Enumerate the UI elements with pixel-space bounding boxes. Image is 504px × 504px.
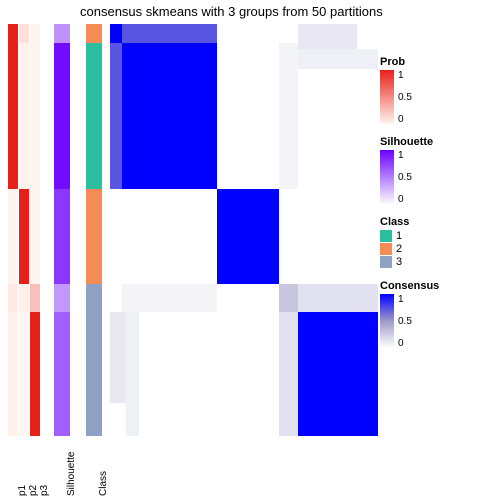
- strip-p3: [30, 24, 40, 436]
- label-p1: p1: [17, 485, 28, 496]
- legend-prob: Prob10.50: [380, 56, 500, 124]
- label-silhouette: Silhouette: [66, 452, 77, 496]
- label-p2: p2: [28, 485, 39, 496]
- strip-p1: [8, 24, 18, 436]
- legend-consensus: Consensus10.50: [380, 280, 500, 348]
- page-title: consensus skmeans with 3 groups from 50 …: [80, 4, 383, 19]
- label-p3: p3: [39, 485, 50, 496]
- legend-class: Class123: [380, 216, 500, 268]
- consensus-heatmap: [110, 24, 378, 436]
- strip-silhouette: [54, 24, 70, 436]
- strip-p2: [19, 24, 29, 436]
- column-labels: p1p2p3 Silhouette Class: [8, 440, 108, 500]
- label-class: Class: [98, 471, 109, 496]
- legends-panel: Prob10.50 Silhouette10.50 Class123 Consensu…: [380, 56, 500, 360]
- strip-class: [86, 24, 102, 436]
- chart-canvas: [8, 24, 378, 436]
- legend-silhouette: Silhouette10.50: [380, 136, 500, 204]
